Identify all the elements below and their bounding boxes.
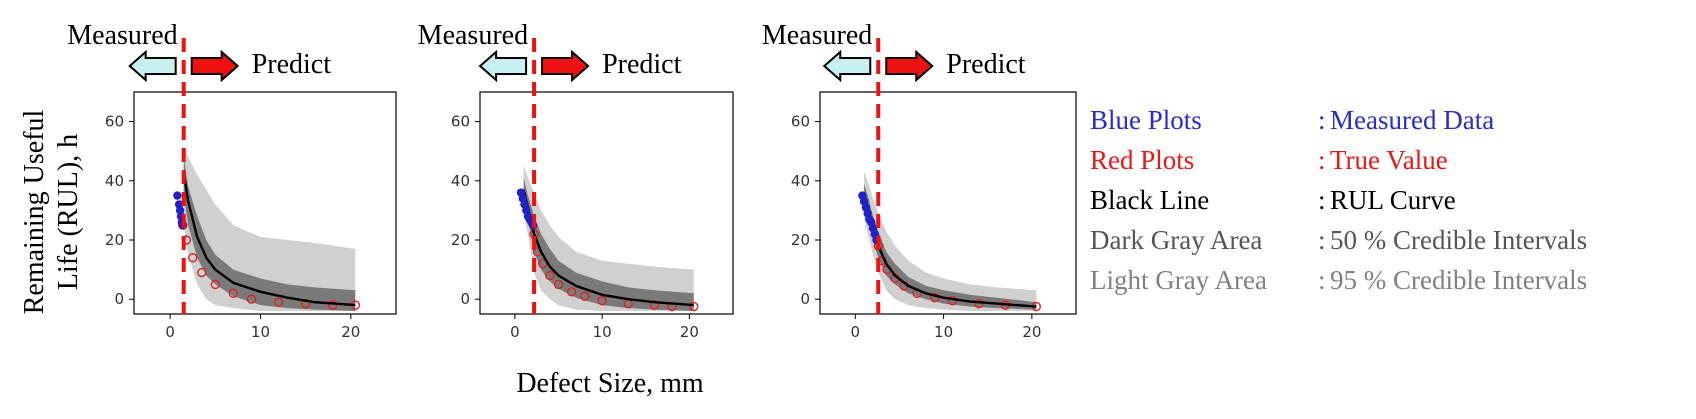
y-tick-label: 60 xyxy=(451,113,470,131)
predict-arrow-icon xyxy=(190,49,240,83)
x-tick-label: 10 xyxy=(251,323,270,341)
chart-panel-2: 0 10 20 0 20 40 60 Measured Predict xyxy=(418,20,734,341)
y-tick-label: 20 xyxy=(791,231,810,249)
legend-key: Dark Gray Area xyxy=(1090,225,1263,255)
x-tick-label: 20 xyxy=(341,323,360,341)
true-value-point xyxy=(197,267,207,278)
legend-row-black: Black Line : RUL Curve xyxy=(1090,180,1587,220)
y-axis-label-line2: Life (RUL), h xyxy=(53,134,84,290)
x-axis-label: Defect Size, mm xyxy=(516,368,704,399)
y-tick-label: 40 xyxy=(105,172,124,190)
legend-sep: : xyxy=(1318,225,1326,255)
true-value-point xyxy=(328,300,338,310)
plot-area xyxy=(858,171,1041,312)
true-value-point xyxy=(553,279,564,290)
measured-label: Measured xyxy=(762,20,872,51)
x-tick-label: 10 xyxy=(593,323,612,341)
legend-value: 95 % Credible Intervals xyxy=(1330,265,1588,295)
plot-frame xyxy=(133,91,397,315)
x-tick-label: 0 xyxy=(851,323,861,341)
chart-panel-1: 0 10 20 0 20 40 60 Measured Predict xyxy=(67,20,397,341)
legend-value: Measured Data xyxy=(1330,105,1495,135)
legend-row-dark-gray: Dark Gray Area : 50 % Credible Intervals xyxy=(1090,220,1587,260)
y-tick-label: 0 xyxy=(800,290,810,308)
legend-key: Light Gray Area xyxy=(1090,265,1267,295)
x-tick-label: 0 xyxy=(510,323,520,341)
legend-key: Blue Plots xyxy=(1090,105,1202,135)
panels: 0 10 20 0 20 40 60 Measured Predict 0 10 20 0 20 40 60 M… xyxy=(67,20,1077,341)
y-tick-label: 60 xyxy=(105,113,124,131)
x-tick-label: 0 xyxy=(165,323,175,341)
credible-interval-50 xyxy=(864,183,1037,310)
true-value-point xyxy=(246,294,257,304)
x-tick-label: 20 xyxy=(680,323,699,341)
legend-sep: : xyxy=(1318,145,1326,175)
true-value-point xyxy=(210,279,221,290)
measured-point xyxy=(173,191,182,200)
legend-sep: : xyxy=(1318,185,1326,215)
chart-panel-3: 0 10 20 0 20 40 60 Measured Predict xyxy=(762,20,1077,341)
true-value-point xyxy=(545,270,555,281)
legend-row-red: Red Plots : True Value xyxy=(1090,140,1587,180)
true-value-point xyxy=(566,287,577,297)
true-value-point xyxy=(597,295,607,306)
predict-label: Predict xyxy=(946,49,1026,80)
plot-area xyxy=(173,145,361,311)
legend-row-blue: Blue Plots : Measured Data xyxy=(1090,100,1587,140)
legend-row-light-gray: Light Gray Area : 95 % Credible Interval… xyxy=(1090,260,1587,300)
legend-sep: : xyxy=(1318,105,1326,135)
y-tick-label: 60 xyxy=(791,113,810,131)
y-tick-label: 0 xyxy=(114,290,124,308)
legend-key: Black Line xyxy=(1090,185,1210,215)
plot-area xyxy=(516,166,699,312)
true-value-point xyxy=(228,288,239,298)
credible-interval-50 xyxy=(523,177,694,311)
x-tick-label: 10 xyxy=(934,323,953,341)
measured-label: Measured xyxy=(67,20,177,51)
rul-curve xyxy=(182,171,356,307)
true-value-point xyxy=(273,297,284,307)
credible-interval-50 xyxy=(183,157,356,311)
legend-value: 50 % Credible Intervals xyxy=(1330,225,1588,255)
y-tick-label: 40 xyxy=(451,172,470,190)
y-tick-label: 40 xyxy=(791,172,810,190)
predict-arrow-icon xyxy=(541,49,590,83)
predict-arrow-icon xyxy=(885,49,934,83)
y-tick-label: 20 xyxy=(105,231,124,249)
legend-value: True Value xyxy=(1330,145,1448,175)
legend-value: RUL Curve xyxy=(1330,185,1456,215)
measured-arrow-icon xyxy=(478,49,528,83)
measured-arrow-icon xyxy=(128,49,177,83)
plot-frame xyxy=(819,91,1077,315)
legend-sep: : xyxy=(1318,265,1326,295)
true-value-point xyxy=(579,291,590,301)
measured-arrow-icon xyxy=(822,49,872,83)
measured-label: Measured xyxy=(418,20,528,51)
credible-interval-95 xyxy=(864,171,1037,311)
legend: Blue Plots : Measured Data Red Plots : T… xyxy=(1090,100,1587,300)
true-value-point xyxy=(188,253,198,263)
predict-label: Predict xyxy=(252,49,332,80)
y-tick-label: 20 xyxy=(451,231,470,249)
legend-key: Red Plots xyxy=(1090,145,1195,175)
y-axis-label-line1: Remaining Useful xyxy=(19,110,50,315)
x-tick-label: 20 xyxy=(1022,323,1041,341)
plot-frame xyxy=(479,91,734,315)
y-tick-label: 0 xyxy=(460,290,470,308)
true-value-point xyxy=(689,301,699,312)
predict-label: Predict xyxy=(602,49,682,80)
